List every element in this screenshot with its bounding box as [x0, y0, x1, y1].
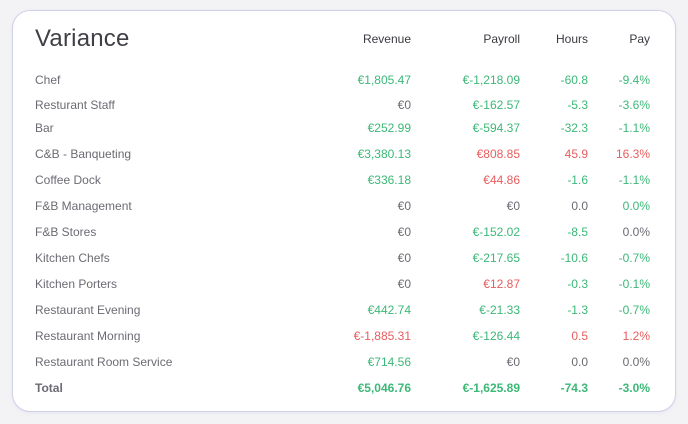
row-payroll-value: €-21.33 — [479, 303, 520, 317]
row-revenue-value: €1,805.47 — [357, 73, 411, 87]
row-pay-value: -0.7% — [618, 251, 650, 265]
row-department-name: Restaurant Room Service — [35, 355, 173, 369]
row-department-name: Kitchen Porters — [35, 277, 118, 291]
table-row: F&B Management €0 €0 0.0 0.0% — [13, 199, 675, 225]
row-payroll-value: €-162.57 — [472, 98, 520, 112]
row-pay-value: -1.1% — [618, 173, 650, 187]
table-row: Resturant Staff €0 €-162.57 -5.3 -3.6% — [13, 98, 675, 124]
table-row: Coffee Dock €336.18 €44.86 -1.6 -1.1% — [13, 173, 675, 199]
row-hours-value: -10.6 — [560, 251, 588, 265]
total-label: Total — [35, 381, 63, 395]
row-hours-value: -5.3 — [567, 98, 588, 112]
row-department-name: Resturant Staff — [35, 98, 115, 112]
row-revenue-value: €0 — [397, 98, 411, 112]
row-hours-value: -0.3 — [567, 277, 588, 291]
row-revenue-value: €0 — [397, 225, 411, 239]
row-revenue-value: €0 — [397, 199, 411, 213]
row-revenue-value: €252.99 — [367, 121, 411, 135]
row-hours-value: -60.8 — [560, 73, 588, 87]
row-revenue-value: €-1,885.31 — [353, 329, 411, 343]
total-hours-value: -74.3 — [560, 381, 588, 395]
total-pay-value: -3.0% — [618, 381, 650, 395]
row-revenue-value: €0 — [397, 251, 411, 265]
table-total-row: Total €5,046.76 €-1,625.89 -74.3 -3.0% — [13, 381, 675, 407]
row-pay-value: 16.3% — [615, 147, 650, 161]
row-pay-value: -0.1% — [618, 277, 650, 291]
row-hours-value: -1.6 — [567, 173, 588, 187]
row-payroll-value: €-152.02 — [472, 225, 520, 239]
card-title: Variance — [35, 25, 130, 52]
row-payroll-value: €-594.37 — [472, 121, 520, 135]
row-revenue-value: €714.56 — [367, 355, 411, 369]
row-payroll-value: €-1,218.09 — [462, 73, 520, 87]
row-department-name: Chef — [35, 73, 61, 87]
row-pay-value: 0.0% — [622, 225, 650, 239]
table-row: Chef €1,805.47 €-1,218.09 -60.8 -9.4% — [13, 73, 675, 99]
row-hours-value: 0.5 — [571, 329, 588, 343]
row-revenue-value: €442.74 — [367, 303, 411, 317]
row-payroll-value: €808.85 — [476, 147, 520, 161]
table-row: C&B - Banqueting €3,380.13 €808.85 45.9 16.3… — [13, 147, 675, 173]
column-header-pay: Pay — [629, 32, 650, 46]
row-payroll-value: €-217.65 — [472, 251, 520, 265]
row-department-name: Restaurant Morning — [35, 329, 141, 343]
column-header-hours: Hours — [555, 32, 588, 46]
total-revenue-value: €5,046.76 — [357, 381, 411, 395]
table-row: F&B Stores €0 €-152.02 -8.5 0.0% — [13, 225, 675, 251]
row-pay-value: -3.6% — [618, 98, 650, 112]
table-row: Restaurant Evening €442.74 €-21.33 -1.3 -0.7… — [13, 303, 675, 329]
row-pay-value: -0.7% — [618, 303, 650, 317]
row-hours-value: -8.5 — [567, 225, 588, 239]
row-payroll-value: €-126.44 — [472, 329, 520, 343]
table-row: Bar €252.99 €-594.37 -32.3 -1.1% — [13, 121, 675, 147]
row-department-name: Kitchen Chefs — [35, 251, 110, 265]
row-department-name: Coffee Dock — [35, 173, 101, 187]
row-pay-value: -9.4% — [618, 73, 650, 87]
table-row: Restaurant Room Service €714.56 €0 0.0 0.0% — [13, 355, 675, 381]
total-payroll-value: €-1,625.89 — [462, 381, 520, 395]
row-payroll-value: €0 — [506, 355, 520, 369]
variance-card: Variance Revenue Payroll Hours Pay Chef €… — [12, 10, 676, 412]
row-department-name: Restaurant Evening — [35, 303, 141, 317]
row-department-name: F&B Management — [35, 199, 132, 213]
row-department-name: C&B - Banqueting — [35, 147, 132, 161]
row-hours-value: -32.3 — [560, 121, 588, 135]
row-hours-value: 45.9 — [564, 147, 588, 161]
table-row: Restaurant Morning €-1,885.31 €-126.44 0.5 1… — [13, 329, 675, 355]
row-department-name: F&B Stores — [35, 225, 97, 239]
row-hours-value: 0.0 — [571, 199, 588, 213]
column-header-revenue: Revenue — [362, 32, 411, 46]
row-payroll-value: €0 — [506, 199, 520, 213]
row-payroll-value: €12.87 — [483, 277, 520, 291]
row-pay-value: 1.2% — [622, 329, 650, 343]
table-row: Kitchen Porters €0 €12.87 -0.3 -0.1% — [13, 277, 675, 303]
row-pay-value: 0.0% — [622, 355, 650, 369]
row-pay-value: -1.1% — [618, 121, 650, 135]
row-revenue-value: €336.18 — [367, 173, 411, 187]
row-department-name: Bar — [35, 121, 54, 135]
column-header-payroll: Payroll — [483, 32, 520, 46]
row-hours-value: -1.3 — [567, 303, 588, 317]
table-row: Kitchen Chefs €0 €-217.65 -10.6 -0.7% — [13, 251, 675, 277]
row-revenue-value: €3,380.13 — [357, 147, 411, 161]
row-payroll-value: €44.86 — [483, 173, 520, 187]
row-hours-value: 0.0 — [571, 355, 588, 369]
row-revenue-value: €0 — [397, 277, 411, 291]
row-pay-value: 0.0% — [622, 199, 650, 213]
